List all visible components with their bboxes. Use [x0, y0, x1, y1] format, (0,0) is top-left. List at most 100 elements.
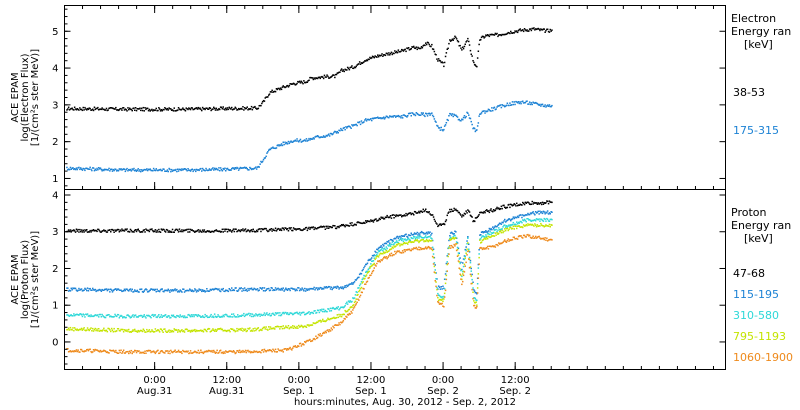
data-point — [223, 329, 225, 332]
data-point — [442, 300, 444, 303]
data-point — [516, 238, 519, 240]
data-point — [184, 316, 187, 319]
data-point — [411, 237, 413, 239]
data-point — [476, 299, 478, 302]
data-point — [316, 321, 319, 324]
data-point — [457, 211, 460, 214]
data-point — [341, 224, 344, 227]
data-point — [548, 200, 551, 202]
data-point — [73, 314, 76, 317]
data-point — [413, 247, 416, 250]
data-point — [319, 309, 321, 311]
data-point — [480, 238, 482, 240]
data-point — [466, 111, 468, 114]
data-point — [432, 253, 435, 255]
data-point — [131, 168, 133, 170]
data-point — [199, 315, 201, 317]
data-point — [101, 170, 103, 172]
data-point — [337, 132, 339, 134]
data-point — [95, 107, 97, 110]
data-point — [369, 266, 371, 268]
data-point — [275, 351, 278, 353]
data-point — [417, 234, 419, 236]
data-point — [229, 315, 231, 317]
data-point — [110, 107, 112, 109]
data-point — [540, 222, 542, 225]
data-point — [296, 82, 298, 85]
data-point — [435, 54, 437, 56]
data-point — [391, 115, 394, 118]
data-point — [244, 314, 247, 316]
data-point — [340, 322, 343, 324]
data-point — [255, 288, 258, 291]
data-point — [471, 55, 473, 57]
data-point — [486, 238, 489, 240]
data-point — [292, 83, 294, 85]
data-point — [170, 349, 172, 352]
data-point — [383, 218, 386, 220]
data-point — [336, 324, 339, 326]
data-point — [484, 112, 486, 114]
data-point — [548, 220, 551, 222]
data-point — [395, 252, 397, 255]
data-point — [383, 54, 385, 56]
data-point — [91, 351, 93, 354]
data-point — [530, 203, 533, 205]
data-point — [460, 261, 462, 264]
data-point — [345, 286, 347, 289]
data-point — [184, 351, 187, 353]
data-point — [443, 306, 445, 308]
data-point — [351, 312, 353, 314]
data-point — [321, 226, 323, 228]
data-point — [200, 316, 202, 318]
data-point — [171, 228, 174, 231]
data-point — [235, 287, 237, 289]
data-point — [128, 290, 130, 292]
data-point — [441, 288, 443, 290]
data-point — [504, 207, 507, 209]
data-point — [534, 28, 537, 30]
data-point — [468, 251, 471, 253]
data-point — [468, 256, 471, 259]
data-point — [167, 288, 169, 291]
data-point — [512, 32, 515, 34]
data-point — [242, 288, 244, 290]
data-point — [99, 167, 102, 169]
data-point — [363, 61, 365, 63]
data-point — [269, 229, 272, 231]
data-point — [272, 312, 274, 315]
data-point — [245, 351, 248, 354]
data-point — [408, 240, 411, 242]
data-point — [308, 339, 310, 341]
data-point — [425, 113, 428, 115]
data-point — [234, 352, 236, 355]
data-point — [362, 281, 364, 283]
data-point — [294, 326, 297, 329]
data-point — [218, 108, 220, 110]
data-point — [154, 352, 157, 355]
data-point — [499, 104, 502, 106]
data-point — [273, 229, 275, 231]
data-point — [92, 109, 95, 112]
data-point — [487, 34, 490, 37]
data-point — [358, 221, 361, 224]
data-point — [379, 261, 381, 263]
data-point — [134, 314, 136, 317]
data-point — [485, 234, 487, 236]
data-point — [146, 315, 149, 317]
data-point — [95, 314, 97, 316]
data-point — [464, 117, 466, 119]
data-point — [118, 329, 121, 332]
data-point — [228, 316, 230, 318]
data-point — [470, 282, 472, 285]
data-point — [548, 212, 551, 214]
data-point — [237, 328, 240, 330]
data-point — [276, 325, 278, 328]
data-point — [339, 129, 341, 132]
data-point — [443, 287, 445, 290]
data-point — [171, 289, 174, 291]
data-point — [451, 246, 454, 248]
data-point — [462, 118, 464, 121]
data-point — [315, 287, 317, 289]
data-point — [111, 329, 114, 331]
